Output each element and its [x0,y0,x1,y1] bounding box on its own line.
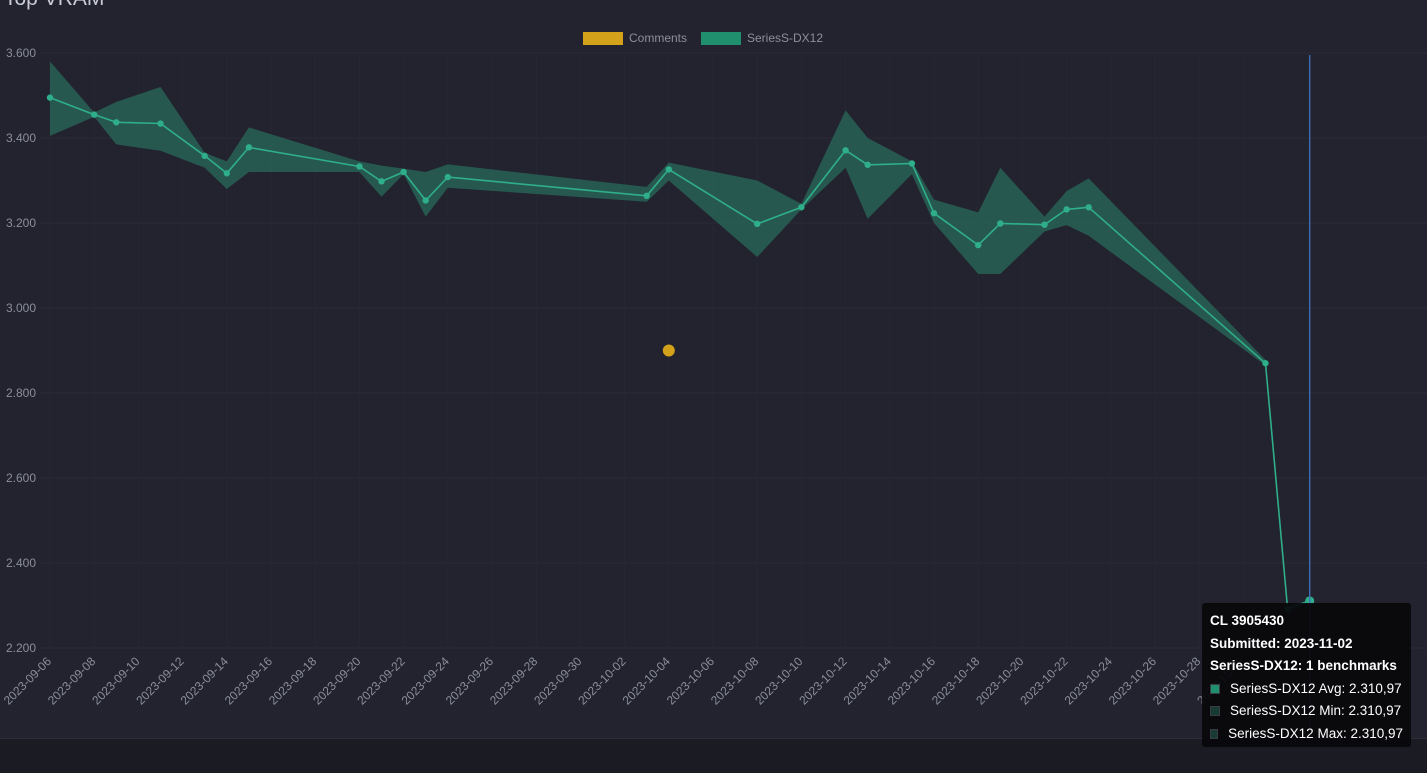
data-point[interactable] [91,111,98,118]
legend-item-comments[interactable]: Comments [583,31,687,45]
minmax-band-area [50,61,1310,614]
tooltip-row-avg: SeriesS-DX12 Avg: 2.310,97 [1210,678,1403,701]
tooltip-min: SeriesS-DX12 Min: 2.310,97 [1230,703,1402,718]
data-point[interactable] [930,210,938,217]
data-point[interactable] [1085,204,1092,211]
data-point[interactable] [422,197,429,204]
data-point[interactable] [113,119,120,126]
comment-marker[interactable] [662,344,675,357]
y-tick-label: 2.200 [6,641,36,655]
data-point[interactable] [400,168,407,176]
tooltip-row-max: SeriesS-DX12 Max: 2.310,97 [1210,723,1403,746]
data-point[interactable] [1262,360,1269,367]
y-tick-label: 3.600 [6,46,36,60]
data-point[interactable] [997,220,1004,227]
data-point[interactable] [201,152,208,160]
tooltip-submitted: Submitted: 2023-11-02 [1210,635,1353,651]
tooltip-cl: CL 3905430 [1210,613,1285,628]
data-point[interactable] [908,160,916,167]
legend: Comments SeriesS-DX12 [583,31,823,45]
data-point[interactable] [798,204,805,211]
chart-canvas: 2.200 2.400 2.600 2.800 3.000 3.200 3.400 3.600… [0,31,1315,728]
tooltip-series-summary: SeriesS-DX12: 1 benchmarks [1210,658,1397,673]
data-point[interactable] [754,220,761,228]
data-point[interactable] [643,192,650,199]
y-tick-label: 2.400 [6,556,36,570]
avg-line-path [49,96,1310,610]
chart-title: Top VRAM [4,0,104,12]
data-point[interactable] [223,170,230,177]
legend-label-comments: Comments [629,31,687,45]
data-point[interactable] [842,147,849,154]
y-tick-label: 3.200 [6,216,36,230]
data-point[interactable] [157,120,164,127]
legend-swatch-series [701,32,741,45]
data-point[interactable] [864,161,871,168]
data-point[interactable] [378,178,385,185]
avg-line [49,96,1310,610]
chart-tooltip: CL 3905430 Submitted: 2023-11-02 SeriesS… [1202,603,1411,747]
data-point[interactable] [665,166,672,173]
legend-item-series[interactable]: SeriesS-DX12 [701,31,823,45]
data-point[interactable] [1041,221,1048,228]
minmax-band [50,61,1310,614]
bottom-bar [0,738,1427,773]
data-point[interactable] [46,94,54,101]
y-tick-label: 3.400 [6,131,36,145]
comment-markers [662,344,675,357]
data-point[interactable] [1063,206,1070,213]
legend-label-series: SeriesS-DX12 [747,31,823,45]
y-axis-ticks: 2.200 2.400 2.600 2.800 3.000 3.200 3.400 3.600 [6,46,36,655]
legend-swatch-comments [583,32,623,45]
data-point[interactable] [356,163,363,170]
tooltip-max: SeriesS-DX12 Max: 2.310,97 [1228,725,1403,741]
tooltip-swatch-min [1210,706,1220,717]
tooltip-avg: SeriesS-DX12 Avg: 2.310,97 [1230,680,1402,696]
y-tick-label: 2.600 [6,471,36,485]
tooltip-row-min: SeriesS-DX12 Min: 2.310,97 [1210,700,1403,723]
y-tick-label: 2.800 [6,386,36,400]
data-point[interactable] [975,241,982,249]
data-point[interactable] [444,173,451,181]
tooltip-swatch-avg [1210,683,1220,694]
tooltip-swatch-max [1210,728,1219,739]
x-axis-ticks: 2023-09-062023-09-082023-09-102023-09-12… [1,654,1248,708]
y-tick-label: 3.000 [6,301,36,315]
data-point[interactable] [245,144,253,151]
